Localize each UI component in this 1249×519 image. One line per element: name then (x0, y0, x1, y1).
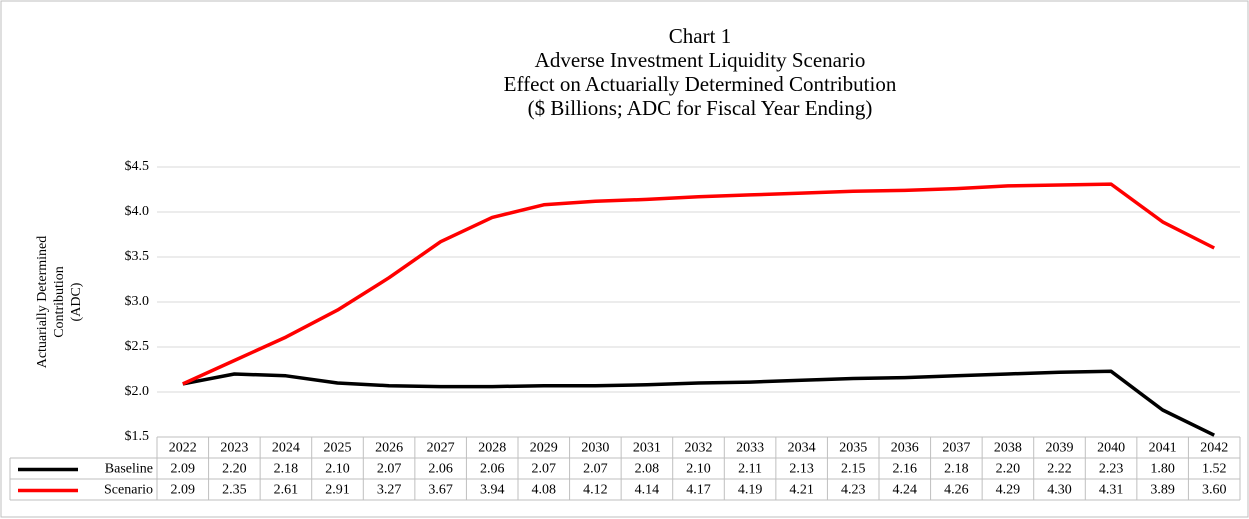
table-value: 2.18 (274, 462, 299, 477)
table-value: 2.22 (1047, 462, 1072, 477)
table-value: 4.29 (996, 483, 1021, 498)
y-axis-label-line: Contribution (52, 266, 67, 338)
x-tick-label: 2042 (1200, 441, 1228, 456)
table-value: 2.61 (274, 483, 299, 498)
x-tick-label: 2035 (839, 441, 867, 456)
table-value: 4.26 (944, 483, 969, 498)
table-value: 4.30 (1047, 483, 1072, 498)
x-tick-label: 2041 (1149, 441, 1177, 456)
table-value: 2.07 (377, 462, 402, 477)
table-value: 4.14 (635, 483, 660, 498)
y-tick-label: $3.5 (125, 249, 150, 264)
y-tick-label: $4.5 (125, 159, 150, 174)
y-tick-label: $4.0 (125, 204, 150, 219)
table-value: 2.23 (1099, 462, 1124, 477)
table-value: 2.20 (222, 462, 247, 477)
y-tick-label: $2.5 (125, 339, 150, 354)
chart-title: Effect on Actuarially Determined Contrib… (504, 72, 897, 96)
table-value: 4.23 (841, 483, 866, 498)
table-value: 1.52 (1202, 462, 1227, 477)
x-tick-label: 2027 (427, 441, 455, 456)
x-tick-label: 2031 (633, 441, 661, 456)
table-value: 4.24 (893, 483, 918, 498)
line-series (182, 369, 1215, 437)
x-tick-label: 2026 (375, 441, 403, 456)
table-value: 2.09 (171, 462, 196, 477)
x-tick-label: 2030 (581, 441, 609, 456)
table-value: 2.11 (738, 462, 762, 477)
x-tick-label: 2032 (685, 441, 713, 456)
x-tick-label: 2022 (169, 441, 197, 456)
table-value: 2.91 (325, 483, 350, 498)
y-tick-label: $3.0 (125, 294, 150, 309)
x-tick-label: 2034 (788, 441, 816, 456)
x-tick-label: 2037 (942, 441, 970, 456)
table-value: 2.13 (789, 462, 814, 477)
table-value: 3.60 (1202, 483, 1227, 498)
x-tick-label: 2023 (220, 441, 248, 456)
x-tick-label: 2028 (478, 441, 506, 456)
x-tick-label: 2038 (994, 441, 1022, 456)
table-value: 2.08 (635, 462, 660, 477)
table-value: 3.67 (428, 483, 453, 498)
table-value: 2.06 (428, 462, 453, 477)
table-value: 4.08 (532, 483, 557, 498)
table-value: 4.12 (583, 483, 608, 498)
table-value: 4.31 (1099, 483, 1124, 498)
y-tick-label: $2.0 (125, 384, 150, 399)
table-value: 2.07 (532, 462, 557, 477)
x-tick-label: 2040 (1097, 441, 1125, 456)
table-value: 2.15 (841, 462, 866, 477)
x-tick-label: 2039 (1046, 441, 1074, 456)
table-value: 2.18 (944, 462, 969, 477)
x-tick-label: 2033 (736, 441, 764, 456)
table-value: 2.06 (480, 462, 505, 477)
chart-title: ($ Billions; ADC for Fiscal Year Ending) (528, 96, 873, 120)
table-value: 3.94 (480, 483, 505, 498)
table-value: 2.07 (583, 462, 608, 477)
table-value: 2.09 (171, 483, 196, 498)
table-value: 2.20 (996, 462, 1021, 477)
chart-title: Adverse Investment Liquidity Scenario (535, 48, 866, 72)
table-value: 2.16 (893, 462, 918, 477)
y-axis-label-line: Actuarially Determined (35, 236, 50, 369)
x-tick-label: 2024 (272, 441, 300, 456)
table-value: 4.21 (789, 483, 814, 498)
table-value: 3.89 (1150, 483, 1175, 498)
table-value: 4.19 (738, 483, 763, 498)
y-axis-label-line: (ADC) (69, 282, 84, 321)
table-value: 2.10 (325, 462, 350, 477)
table-value: 2.10 (686, 462, 711, 477)
chart-title: Chart 1 (669, 24, 731, 48)
x-tick-label: 2029 (530, 441, 558, 456)
table-value: 4.17 (686, 483, 711, 498)
y-axis-label: Actuarially Determined Contribution (ADC) (35, 236, 84, 369)
legend-label: Baseline (105, 462, 153, 477)
table-value: 1.80 (1150, 462, 1175, 477)
table-value: 3.27 (377, 483, 402, 498)
y-tick-label: $1.5 (125, 429, 150, 444)
x-tick-label: 2036 (891, 441, 919, 456)
table-value: 2.35 (222, 483, 247, 498)
legend-label: Scenario (104, 483, 153, 498)
line-series (182, 182, 1216, 386)
x-tick-label: 2025 (324, 441, 352, 456)
